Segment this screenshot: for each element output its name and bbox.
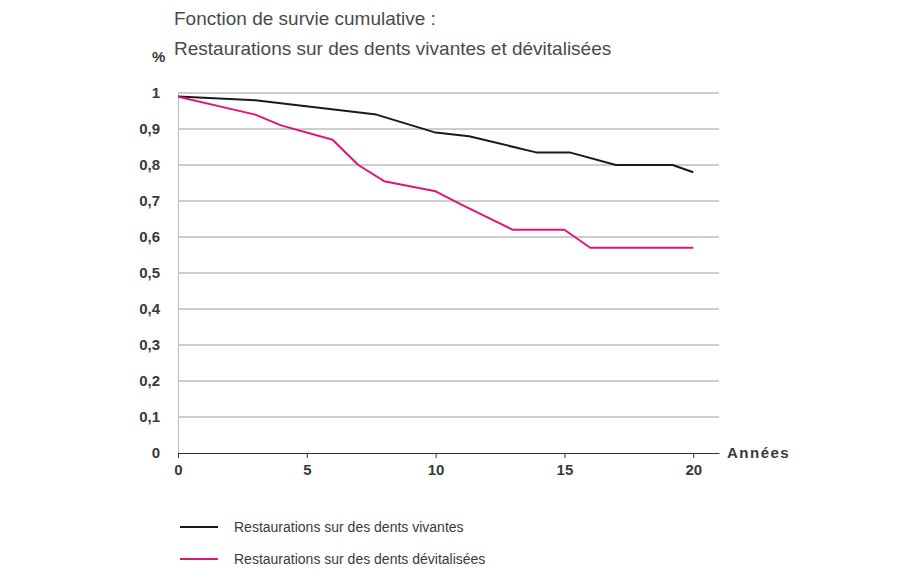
y-axis-title: % [152,48,165,65]
x-tick-mark [178,453,179,458]
grid [178,93,719,417]
legend-label: Restaurations sur des dents dévitalisées [234,551,485,567]
y-tick-label: 1 [152,84,160,101]
x-tick: 0 [174,453,182,478]
plot: 00,10,20,30,40,50,60,70,80,9105101520 [139,84,719,477]
x-tick: 15 [557,453,574,478]
y-tick-label: 0,3 [139,336,160,353]
x-tick: 20 [685,453,702,478]
grid-line [178,273,719,274]
y-tick-label: 0 [152,444,160,461]
x-tick-mark [564,453,565,458]
x-tick: 5 [303,453,311,478]
y-tick-label: 0,1 [139,408,160,425]
legend-swatch [180,526,218,528]
x-tick-label: 20 [685,461,702,478]
y-tick-label: 0,9 [139,120,160,137]
y-axis: 0 0,1 0,2 0,3 0,4 0,5 0,6 0,7 0,8 0,9 1 [139,84,178,461]
x-axis-line [179,453,720,454]
y-tick: 0,3 [139,336,178,353]
y-tick: 0,2 [139,372,178,389]
legend-swatch [180,558,218,560]
y-tick: 0,4 [139,300,178,317]
x-axis-title: Années [727,444,790,461]
legend-label: Restaurations sur des dents vivantes [234,519,464,535]
x-tick-mark [436,453,437,458]
y-tick: 0,8 [139,156,178,173]
y-tick: 1 [152,84,178,101]
legend: Restaurations sur des dents vivantes Rest… [180,519,485,567]
y-tick: 0,1 [139,408,178,425]
x-tick-label: 10 [428,461,445,478]
x-tick-label: 15 [557,461,574,478]
title: Fonction de survie cumulative : [174,8,436,29]
y-tick: 0,9 [139,120,178,137]
y-tick-label: 0,4 [139,300,161,317]
grid-line [178,417,719,418]
y-tick: 0,6 [139,228,178,245]
y-tick-label: 0,2 [139,372,160,389]
chart: Fonction de survie cumulative : Restaurat… [0,0,920,570]
grid-line [178,345,719,346]
y-tick-label: 0,7 [139,192,160,209]
series-group [178,97,693,248]
x-tick-mark [693,453,694,458]
y-tick: 0,7 [139,192,178,209]
x-tick-label: 0 [174,461,182,478]
x-tick: 10 [428,453,445,478]
legend-item: Restaurations sur des dents dévitalisées [180,551,485,567]
legend-item: Restaurations sur des dents vivantes [180,519,464,535]
x-tick-label: 5 [303,461,311,478]
y-tick: 0,5 [139,264,178,281]
series-line [178,97,693,248]
grid-line [178,201,719,202]
y-tick-label: 0,6 [139,228,160,245]
grid-line [178,237,719,238]
y-tick-label: 0,5 [139,264,160,281]
x-axis: 0 5 10 15 20 [174,453,719,478]
x-tick-mark [307,453,308,458]
subtitle: Restaurations sur des dents vivantes et … [174,38,611,59]
grid-line [178,93,719,94]
series-line [178,97,693,173]
grid-line [178,129,719,130]
y-tick: 0 [152,444,178,461]
y-axis-line [178,94,179,454]
grid-line [178,309,719,310]
grid-line [178,381,719,382]
y-tick-label: 0,8 [139,156,160,173]
